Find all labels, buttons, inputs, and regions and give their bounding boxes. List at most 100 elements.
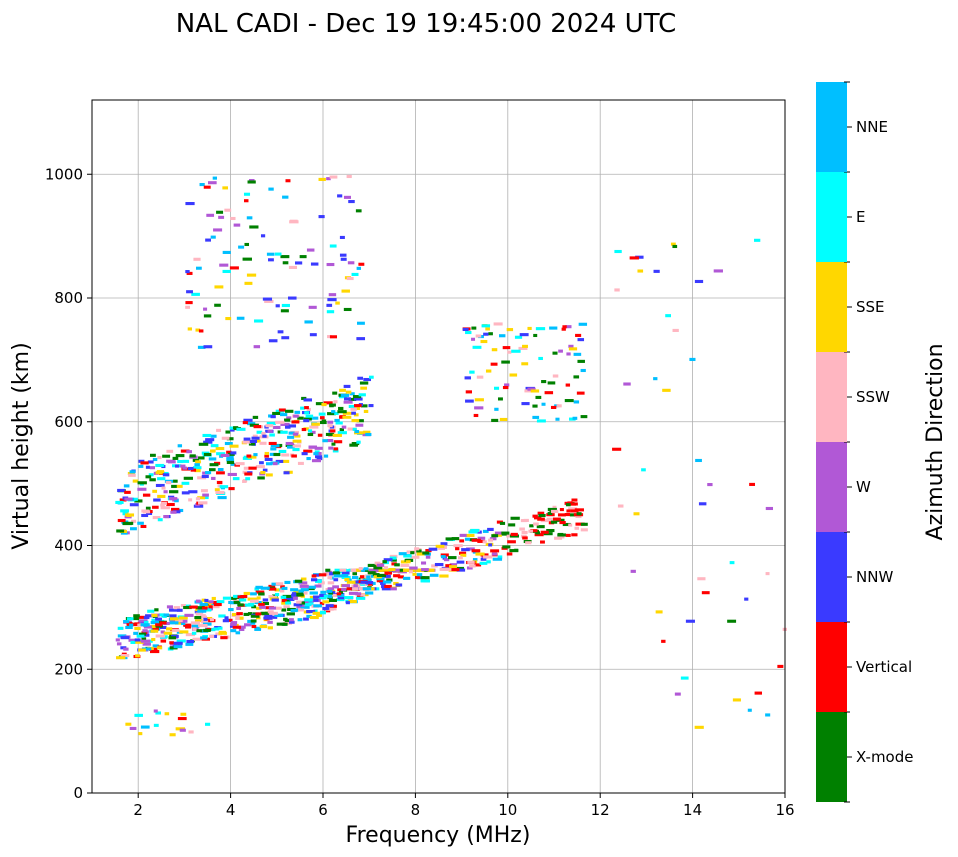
echo-point [252,434,258,438]
echo-point [546,517,554,521]
echo-point [278,449,287,453]
echo-point [242,257,252,261]
echo-point [147,609,155,613]
echo-point [393,574,401,578]
echo-point [327,595,333,599]
echo-point [324,609,331,613]
echo-point [274,588,280,592]
echo-point [129,726,137,731]
echo-point [197,496,206,500]
echo-point [333,578,339,582]
echo-point [157,494,166,498]
echo-point [362,430,371,434]
echo-point [143,616,150,620]
echo-point [132,479,139,483]
echo-point [152,505,159,509]
echo-point [318,596,327,600]
echo-point [573,400,580,404]
echo-point [211,596,216,601]
grid-lines [92,100,786,794]
echo-point [147,460,154,464]
echo-point [254,319,264,323]
echo-point [125,625,133,630]
echo-point [256,596,261,600]
echo-point [203,314,212,318]
echo-point [213,627,220,631]
echo-point [376,573,387,577]
echo-point [653,377,658,381]
echo-point [459,551,467,555]
echo-point [266,252,275,256]
echo-point [732,698,741,702]
echo-point [514,548,519,552]
echo-point [292,432,299,436]
echo-point [568,507,578,511]
echo-point [179,619,188,623]
echo-point [341,574,349,578]
echo-point [653,269,660,273]
echo-point [176,484,183,488]
echo-point [171,628,180,632]
echo-point [273,452,281,457]
echo-point [300,406,306,410]
echo-point [231,612,237,617]
echo-point [525,541,532,545]
echo-point [229,624,236,628]
echo-point [173,645,183,649]
echo-point [163,490,168,494]
echo-point [580,528,588,532]
echo-point [290,588,299,592]
echo-point [339,253,347,257]
echo-point [314,446,323,450]
echo-point [537,511,545,515]
echo-point [532,404,538,408]
echo-point [337,596,345,600]
echo-point [327,420,334,424]
echo-point [156,646,163,650]
echo-point [160,630,165,634]
echo-point [135,654,140,658]
echo-point [420,576,430,580]
echo-point [253,425,262,429]
echo-point [140,639,151,643]
echo-point [255,439,261,443]
echo-point [694,279,704,284]
echo-point [537,517,545,521]
echo-point [354,568,363,572]
echo-point [670,242,676,246]
echo-point [400,563,410,567]
echo-point [562,325,567,329]
echo-point [258,603,265,607]
echo-point [262,434,267,438]
echo-point [158,613,165,617]
echo-point [270,444,280,448]
y-tick-label: 200 [54,660,83,678]
echo-point [160,625,167,629]
echo-point [483,555,493,559]
colorbar-segment-vertical [816,622,847,712]
echo-point [155,617,162,621]
echo-point [216,428,222,432]
echo-point [494,407,499,411]
echo-point [383,566,388,570]
echo-point [286,416,292,420]
echo-point [200,614,206,618]
echo-point [331,442,336,446]
echo-point [288,620,295,624]
echo-point [535,327,546,331]
echo-point [252,415,259,419]
echo-point [216,210,224,214]
echo-point [163,613,169,617]
echo-point [547,511,553,515]
echo-point [524,389,533,393]
echo-point [351,272,359,276]
echo-point [179,728,186,732]
echo-point [179,616,188,620]
echo-point [325,432,335,436]
echo-point [209,463,219,467]
echo-point [225,430,231,434]
echo-point [329,175,338,179]
echo-point [185,625,192,629]
echo-point [185,202,195,206]
echo-point [381,587,391,591]
